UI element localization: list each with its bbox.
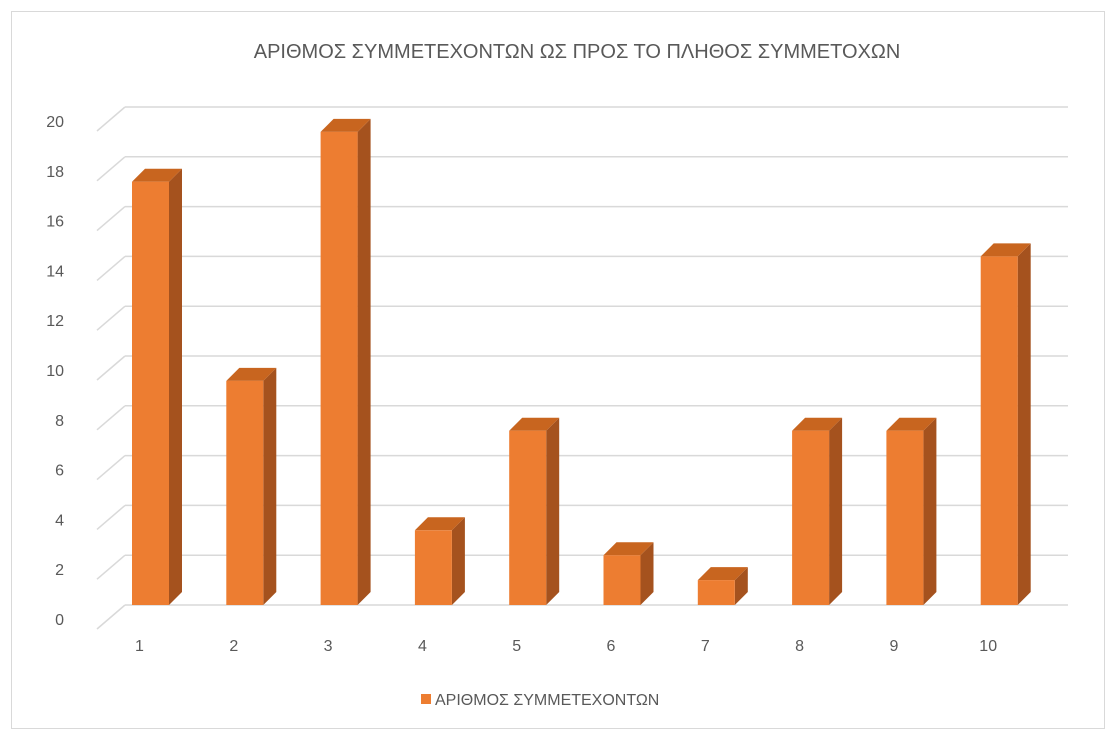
y-tick-label: 4 — [55, 512, 64, 529]
bar-top — [886, 417, 937, 431]
bar-top — [697, 567, 748, 581]
y-tick-label: 10 — [46, 363, 64, 380]
bar — [414, 517, 465, 605]
bar-side — [734, 567, 748, 605]
bar-front — [980, 256, 1018, 605]
bar-side — [923, 417, 937, 605]
bar-front — [132, 181, 169, 605]
legend-swatch — [421, 694, 431, 704]
bar-top — [414, 517, 465, 531]
bars — [132, 118, 1031, 606]
bar — [509, 417, 560, 605]
bar-top — [603, 542, 654, 556]
x-axis-ticks: 1 2 3 4 5 6 7 8 9 10 — [135, 638, 997, 655]
y-tick-label: 2 — [55, 562, 64, 579]
y-tick-label: 12 — [46, 313, 64, 330]
y-tick-label: 14 — [46, 263, 64, 280]
bar-front — [226, 380, 264, 605]
bar — [792, 417, 843, 605]
bar-side — [169, 168, 182, 605]
x-tick-label: 9 — [889, 638, 898, 655]
bar-top — [980, 243, 1031, 257]
gridline-side — [96, 355, 126, 381]
x-tick-label: 3 — [324, 638, 333, 655]
bar-top — [320, 118, 371, 132]
bar-front — [697, 580, 735, 605]
bar-top — [226, 367, 277, 381]
bar — [132, 168, 182, 605]
chart-area — [11, 11, 1105, 729]
bar-side — [546, 417, 560, 605]
gridline-side — [96, 504, 126, 530]
bar — [886, 417, 937, 605]
x-tick-label: 5 — [512, 638, 521, 655]
bar-side — [263, 367, 277, 605]
bar — [603, 542, 654, 605]
bar-front — [886, 430, 924, 605]
x-tick-label: 1 — [135, 638, 144, 655]
chart-title: ΑΡΙΘΜΟΣ ΣΥΜΜΕΤΕΧΟΝΤΩΝ ΩΣ ΠΡΟΣ ΤΟ ΠΛΗΘΟΣ … — [254, 41, 901, 63]
gridline-side — [96, 106, 126, 132]
gridline-side — [96, 405, 126, 431]
bar-front — [603, 555, 641, 605]
gridline-side — [96, 206, 126, 232]
x-tick-label: 7 — [701, 638, 710, 655]
y-tick-label: 16 — [46, 214, 64, 231]
bar — [980, 243, 1031, 605]
x-tick-label: 8 — [795, 638, 804, 655]
bar — [226, 367, 277, 605]
legend-label: ΑΡΙΘΜΟΣ ΣΥΜΜΕΤΕΧΟΝΤΩΝ — [435, 692, 659, 709]
y-tick-label: 18 — [46, 164, 64, 181]
bar-side — [640, 542, 654, 605]
bar-side — [451, 517, 465, 605]
x-tick-label: 10 — [979, 638, 997, 655]
legend: ΑΡΙΘΜΟΣ ΣΥΜΜΕΤΕΧΟΝΤΩΝ — [421, 692, 659, 709]
bar — [697, 567, 748, 605]
gridline-side — [96, 255, 126, 281]
gridline-side — [96, 156, 126, 182]
y-tick-label: 6 — [55, 463, 64, 480]
y-tick-label: 0 — [55, 612, 64, 629]
bar-top — [792, 417, 843, 431]
bar-top — [509, 417, 560, 431]
y-tick-label: 20 — [46, 114, 64, 131]
bar-front — [792, 430, 830, 605]
bar — [320, 118, 371, 606]
y-tick-label: 8 — [55, 413, 64, 430]
x-tick-label: 2 — [229, 638, 238, 655]
bar-side — [1017, 243, 1031, 605]
bar-front — [414, 530, 452, 605]
y-axis-ticks: 0 2 4 6 8 10 12 14 16 18 20 — [46, 114, 64, 629]
bar-front — [320, 131, 358, 605]
gridline-side — [96, 305, 126, 331]
bar-side — [357, 118, 371, 606]
bar-top — [132, 168, 182, 182]
gridline-side — [96, 604, 126, 630]
gridline-side — [96, 554, 126, 580]
x-tick-label: 4 — [418, 638, 427, 655]
bar-side — [829, 417, 843, 605]
bar-front — [509, 430, 547, 605]
x-tick-label: 6 — [607, 638, 616, 655]
gridline-side — [96, 455, 126, 481]
